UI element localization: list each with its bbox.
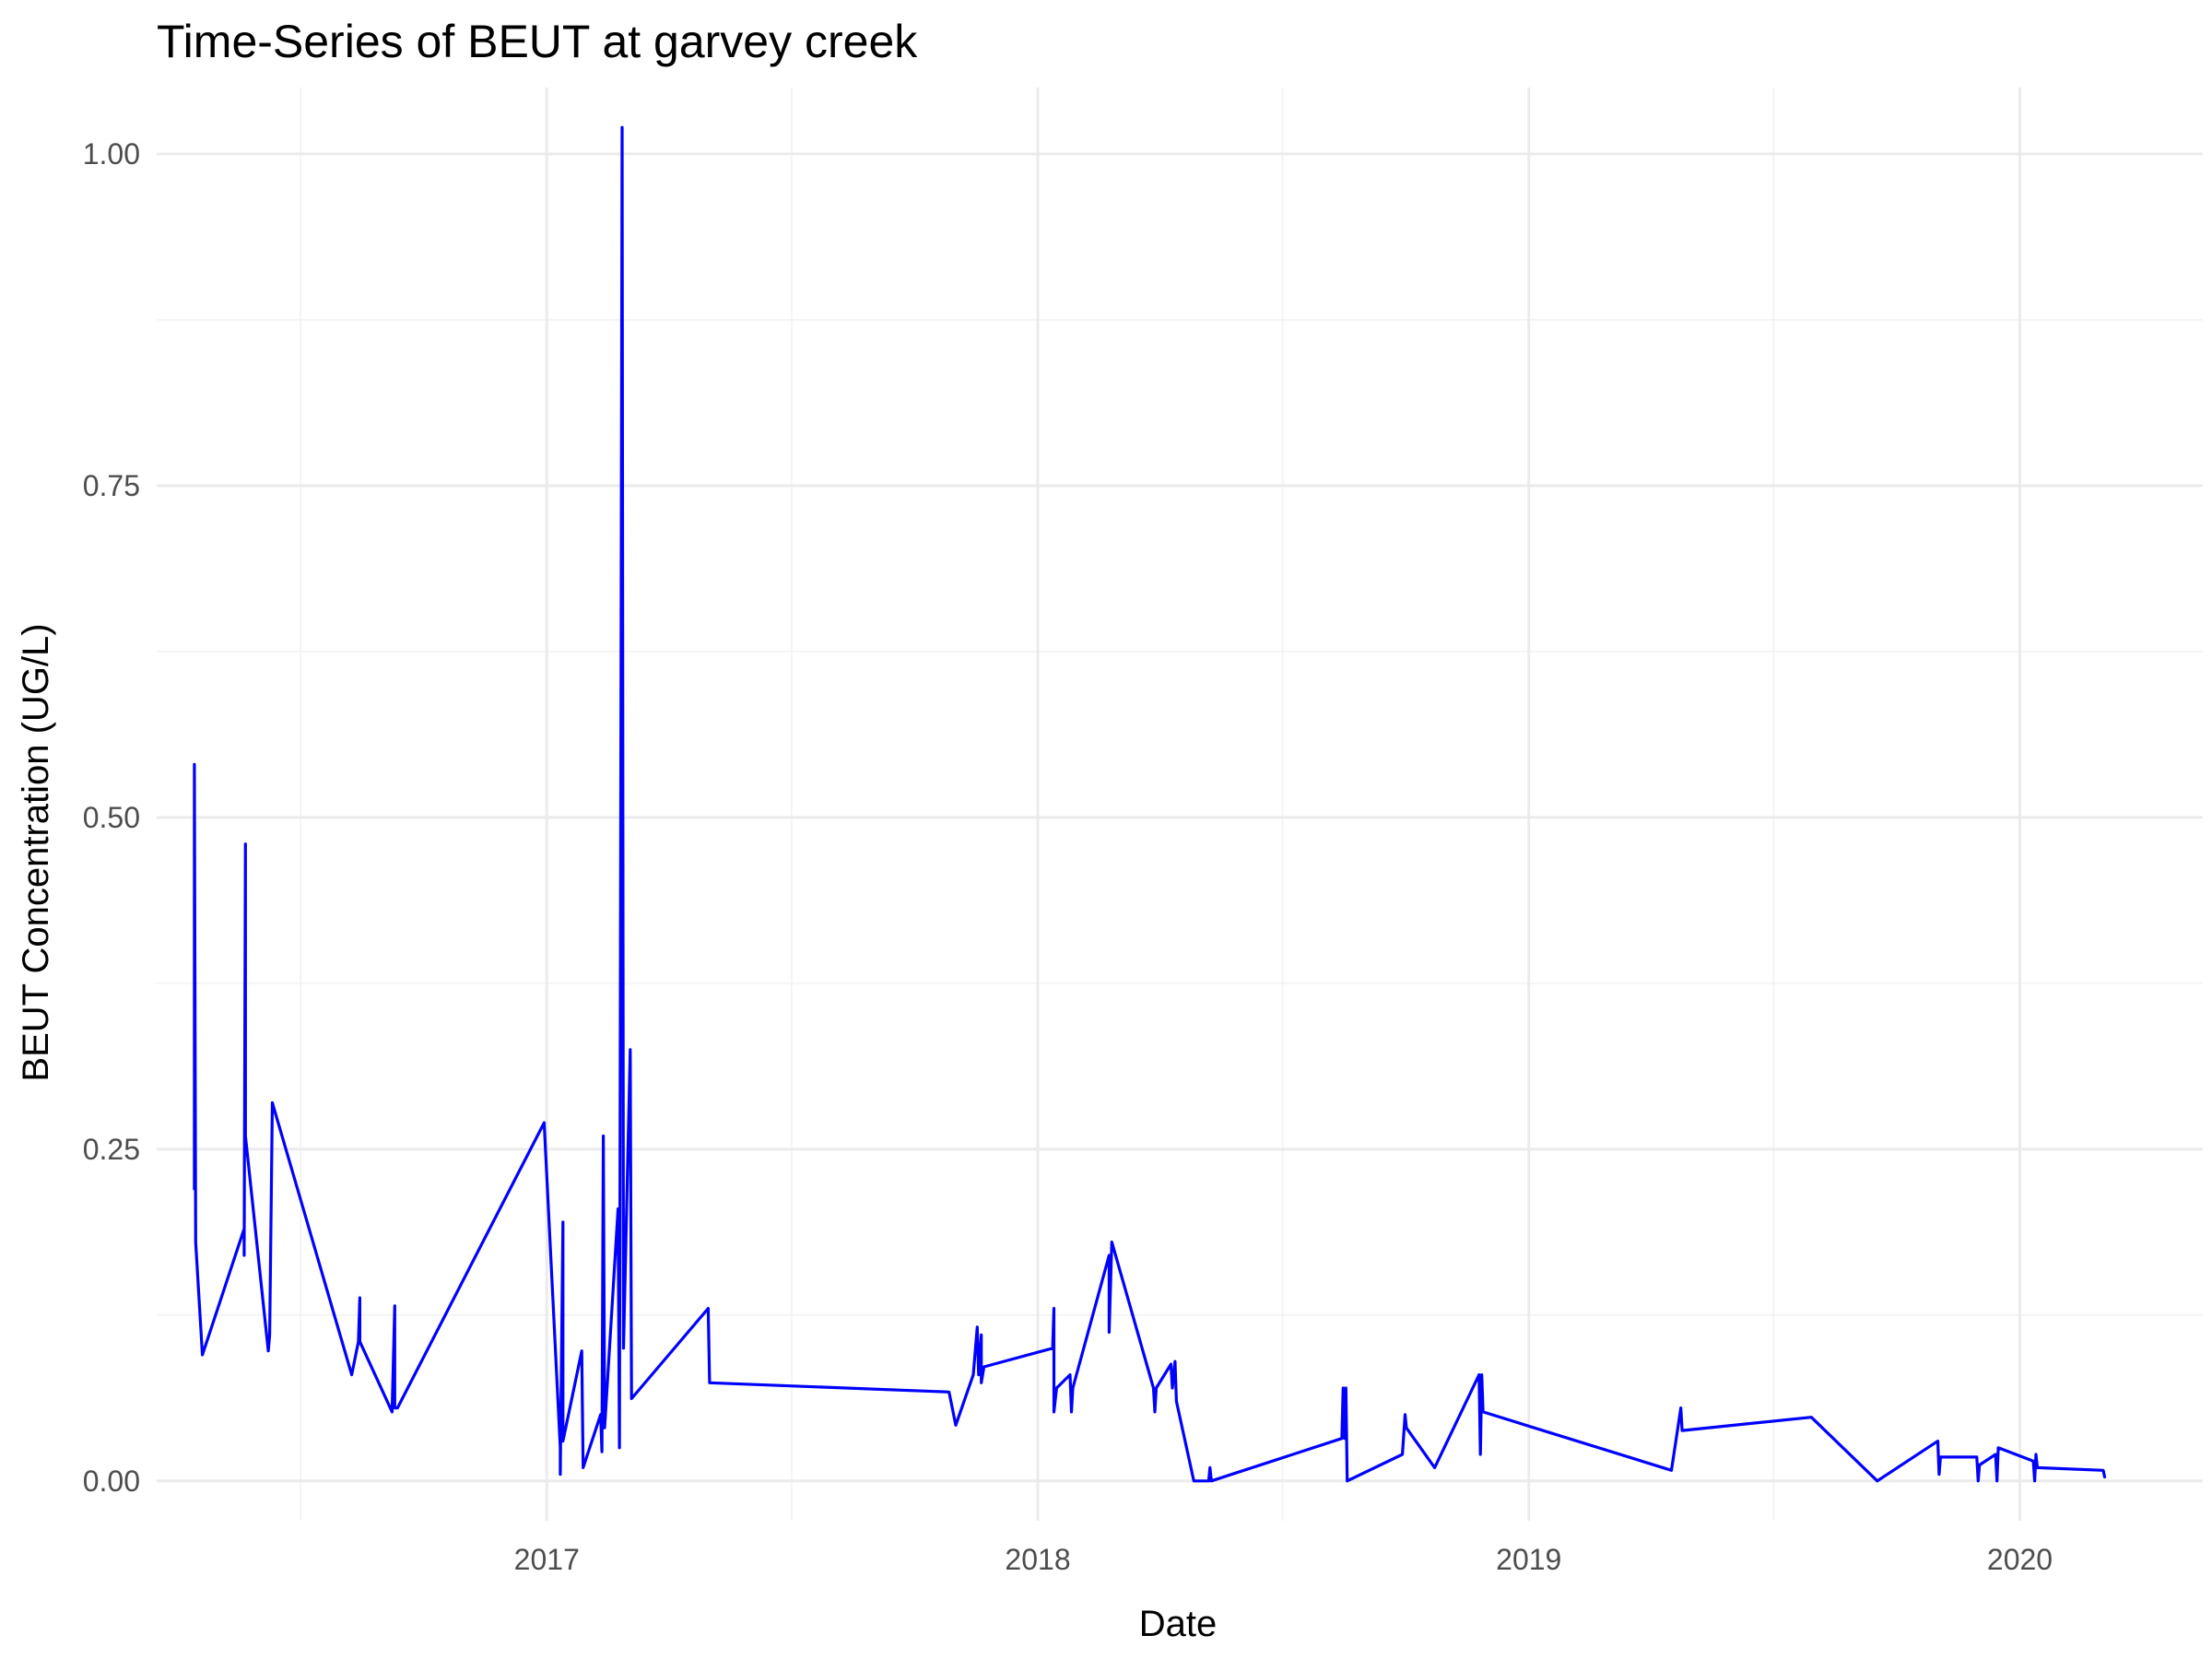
series-layer xyxy=(193,125,2107,1483)
beut-series-line xyxy=(193,125,2107,1483)
x-tick-label: 2019 xyxy=(1496,1543,1561,1576)
y-tick-label: 0.50 xyxy=(83,801,140,834)
y-axis-tick-labels: 0.00 0.25 0.50 0.75 1.00 xyxy=(83,137,140,1498)
chart-title: Time-Series of BEUT at garvey creek xyxy=(157,16,918,67)
y-tick-label: 0.25 xyxy=(83,1133,140,1166)
x-axis-tick-labels: 2017 2018 2019 2020 xyxy=(514,1543,2053,1576)
major-gridlines xyxy=(157,88,2203,1521)
minor-gridlines xyxy=(157,88,2203,1521)
x-tick-label: 2017 xyxy=(514,1543,580,1576)
y-tick-label: 0.75 xyxy=(83,469,140,502)
x-tick-label: 2018 xyxy=(1005,1543,1070,1576)
y-tick-label: 1.00 xyxy=(83,137,140,171)
x-axis-title: Date xyxy=(1139,1604,1218,1644)
y-axis-title: BEUT Concentration (UG/L) xyxy=(16,623,56,1081)
y-tick-label: 0.00 xyxy=(83,1465,140,1498)
x-tick-label: 2020 xyxy=(1987,1543,2053,1576)
